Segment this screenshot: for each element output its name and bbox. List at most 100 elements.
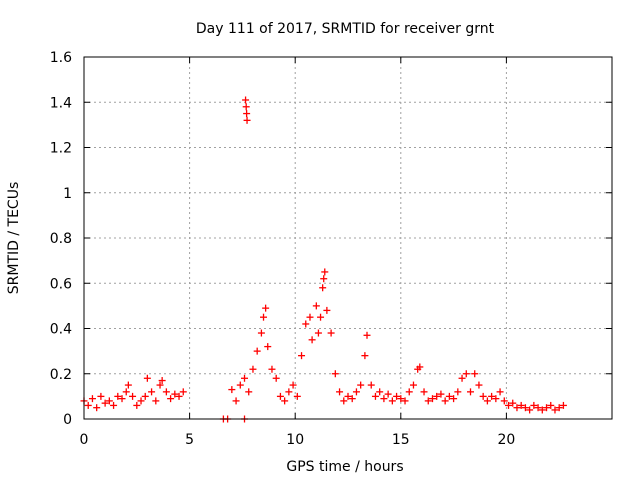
data-point (327, 329, 335, 337)
x-tick-label: 0 (80, 432, 89, 448)
data-point (241, 374, 249, 382)
data-point (302, 320, 310, 328)
data-point (262, 304, 270, 312)
y-axis-title: SRMTID / TECUs (6, 182, 22, 295)
data-point (320, 275, 328, 283)
data-point (416, 363, 424, 371)
data-point (348, 395, 356, 403)
data-point (228, 386, 236, 394)
data-point (483, 397, 491, 405)
data-point (289, 381, 297, 389)
data-point (479, 392, 487, 400)
data-point (162, 388, 170, 396)
data-point (371, 392, 379, 400)
grid (84, 57, 612, 419)
data-point (492, 395, 500, 403)
data-point (152, 397, 160, 405)
data-point (179, 388, 187, 396)
data-point (264, 343, 272, 351)
data-point (129, 392, 137, 400)
data-point (496, 388, 504, 396)
data-point (243, 110, 251, 118)
data-point (317, 313, 325, 321)
data-point (158, 377, 166, 385)
data-point (306, 313, 314, 321)
data-point (543, 404, 551, 412)
data-point (336, 388, 344, 396)
data-point (409, 381, 417, 389)
data-point (393, 392, 401, 400)
ticks: 0 0.2 0.4 0.6 0.8 1 1.2 1.4 1.6 0 5 10 15 20 (50, 50, 612, 448)
data-point (551, 406, 559, 414)
data-point (285, 388, 293, 396)
data-point (298, 352, 306, 360)
data-point (340, 397, 348, 405)
data-point (538, 406, 546, 414)
data-point (424, 397, 432, 405)
data-point (397, 395, 405, 403)
data-point (509, 399, 517, 407)
data-point (517, 401, 525, 409)
data-point (314, 329, 322, 337)
data-point (428, 395, 436, 403)
data-point (257, 329, 265, 337)
data-point (555, 404, 563, 412)
data-point (513, 404, 521, 412)
data-point (249, 365, 257, 373)
data-point (526, 406, 534, 414)
data-point (534, 404, 542, 412)
x-tick-label: 20 (497, 432, 515, 448)
data-point (236, 381, 244, 389)
data-point (118, 395, 126, 403)
y-tick-label: 1.2 (50, 141, 72, 157)
data-point (559, 401, 567, 409)
data-point (475, 381, 483, 389)
data-point (437, 390, 445, 398)
data-point (376, 388, 384, 396)
data-point (352, 388, 360, 396)
data-point (323, 306, 331, 314)
data-point (171, 390, 179, 398)
data-point (462, 370, 470, 378)
data-point (253, 347, 261, 355)
data-point (363, 331, 371, 339)
data-point (450, 395, 458, 403)
y-tick-label: 0.2 (50, 367, 72, 383)
data-point (143, 374, 151, 382)
data-point (361, 352, 369, 360)
data-point (97, 392, 105, 400)
data-point (420, 388, 428, 396)
data-point (175, 392, 183, 400)
data-point (445, 392, 453, 400)
data-point (124, 381, 132, 389)
data-point (505, 401, 513, 409)
x-tick-label: 10 (286, 432, 304, 448)
data-point (156, 381, 164, 389)
data-point (101, 399, 109, 407)
data-point (133, 401, 141, 409)
data-point (344, 392, 352, 400)
data-point (276, 392, 284, 400)
data-point (88, 395, 96, 403)
data-point (260, 313, 268, 321)
y-tick-label: 1.4 (50, 95, 72, 111)
data-point (380, 395, 388, 403)
data-point (312, 302, 320, 310)
data-point (148, 388, 156, 396)
data-point (308, 336, 316, 344)
data-point (454, 388, 462, 396)
data-point (93, 404, 101, 412)
data-point (466, 388, 474, 396)
data-point (122, 388, 130, 396)
x-axis-title: GPS time / hours (286, 459, 403, 475)
data-point (242, 96, 250, 104)
data-point (401, 397, 409, 405)
data-point (488, 392, 496, 400)
y-tick-label: 0 (63, 412, 72, 428)
data-point (141, 392, 149, 400)
data-point (167, 395, 175, 403)
data-point (367, 381, 375, 389)
data-point (281, 397, 289, 405)
